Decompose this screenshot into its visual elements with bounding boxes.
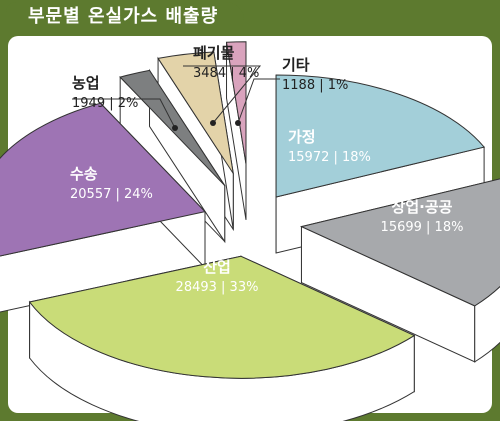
slice-top-face bbox=[299, 178, 500, 307]
slice-label-pyegimul-value: 3484 | 4% bbox=[193, 66, 259, 81]
slice-label-pyegimul-name: 폐기물 bbox=[193, 44, 235, 62]
leader-dot bbox=[210, 120, 216, 126]
leader-line bbox=[183, 65, 262, 124]
slice-label-nongeop-value: 1949 | 2% bbox=[72, 96, 138, 111]
leader-line bbox=[72, 98, 176, 129]
chart-title: 부문별 온실가스 배출량 bbox=[6, 2, 245, 32]
slice-label-sangeop-value: 15699 | 18% bbox=[381, 220, 464, 235]
pie-slice bbox=[299, 178, 500, 363]
leader-dot bbox=[235, 120, 241, 126]
leader-line bbox=[237, 78, 280, 124]
pie-slice bbox=[0, 101, 206, 313]
leader-dot bbox=[172, 125, 178, 131]
slice-label-sangeop-name: 상업·공공 bbox=[392, 198, 453, 216]
slice-label-gita-name: 기타 bbox=[282, 56, 310, 74]
slice-top-face bbox=[275, 74, 486, 198]
slice-label-gajeong-name: 가정 bbox=[288, 128, 316, 146]
slice-label-susong-value: 20557 | 24% bbox=[70, 187, 153, 202]
slice-label-saneop-value: 28493 | 33% bbox=[176, 280, 259, 295]
pie-slice bbox=[28, 255, 416, 421]
slice-label-susong-name: 수송 bbox=[70, 165, 98, 183]
slice-top-face bbox=[0, 102, 206, 257]
slice-label-nongeop-name: 농업 bbox=[72, 74, 100, 92]
slice-top-face bbox=[225, 41, 247, 164]
slice-label-saneop-name: 산업 bbox=[203, 258, 231, 276]
slice-top-face bbox=[28, 255, 416, 379]
slice-label-gita-value: 1188 | 1% bbox=[282, 78, 348, 93]
slice-top-face bbox=[157, 51, 234, 174]
slice-label-gajeong-value: 15972 | 18% bbox=[288, 150, 371, 165]
slice-rim bbox=[474, 285, 500, 363]
